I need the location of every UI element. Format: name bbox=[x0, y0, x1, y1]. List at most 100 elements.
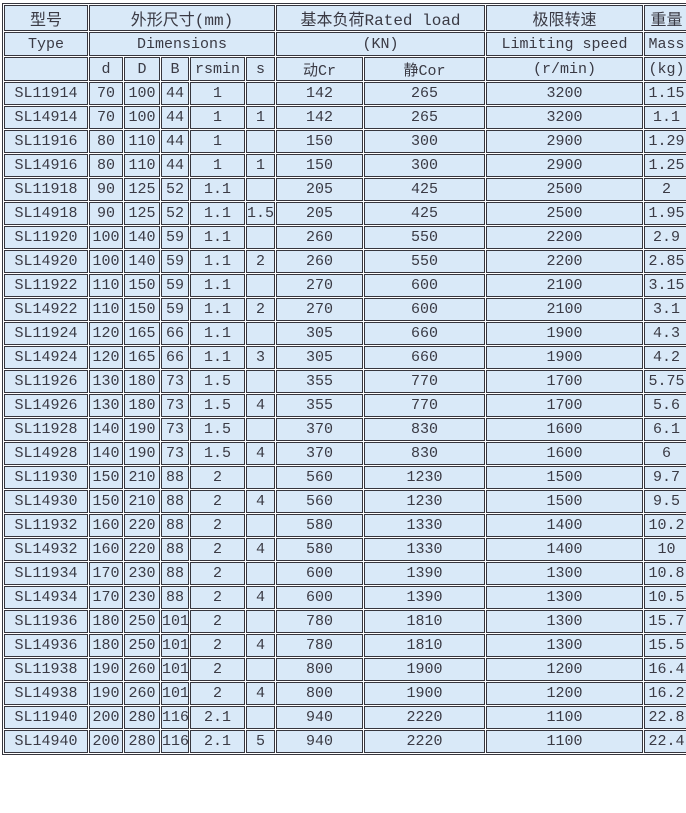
cell-static-load-cor: 425 bbox=[364, 178, 486, 201]
cell-limiting-speed: 1700 bbox=[486, 370, 644, 393]
cell-mass: 10.8 bbox=[644, 562, 686, 585]
cell-d: 90 bbox=[89, 178, 123, 201]
cell-static-load-cor: 1390 bbox=[364, 562, 486, 585]
cell-limiting-speed: 2500 bbox=[486, 202, 644, 225]
cell-s: 1.5 bbox=[246, 202, 276, 225]
cell-D: 180 bbox=[124, 394, 160, 417]
cell-d: 130 bbox=[89, 370, 123, 393]
cell-s bbox=[246, 706, 276, 729]
cell-B: 66 bbox=[161, 346, 189, 369]
cell-s bbox=[246, 274, 276, 297]
cell-B: 44 bbox=[161, 82, 189, 105]
cell-rsmin: 1.1 bbox=[190, 178, 245, 201]
cell-d: 140 bbox=[89, 418, 123, 441]
header-limiting-speed-en: Limiting speed bbox=[486, 32, 644, 56]
cell-B: 88 bbox=[161, 466, 189, 489]
cell-limiting-speed: 1300 bbox=[486, 610, 644, 633]
cell-limiting-speed: 2900 bbox=[486, 130, 644, 153]
table-row: SL11934 170 230 88 2 600 1390 1300 10.8 bbox=[4, 562, 686, 585]
header-col-static-cor: 静Cor bbox=[364, 57, 486, 81]
cell-rsmin: 1.5 bbox=[190, 394, 245, 417]
cell-D: 190 bbox=[124, 418, 160, 441]
header-rated-load-unit: (KN) bbox=[276, 32, 486, 56]
cell-dynamic-load-cr: 780 bbox=[276, 610, 364, 633]
cell-mass: 16.4 bbox=[644, 658, 686, 681]
cell-s: 2 bbox=[246, 298, 276, 321]
header-row-cn: 型号 外形尺寸(mm) 基本负荷Rated load 极限转速 重量 bbox=[4, 5, 686, 31]
cell-D: 150 bbox=[124, 298, 160, 321]
cell-D: 125 bbox=[124, 178, 160, 201]
cell-D: 100 bbox=[124, 106, 160, 129]
cell-mass: 2.85 bbox=[644, 250, 686, 273]
cell-B: 88 bbox=[161, 562, 189, 585]
cell-d: 110 bbox=[89, 274, 123, 297]
cell-static-load-cor: 550 bbox=[364, 226, 486, 249]
cell-static-load-cor: 1810 bbox=[364, 610, 486, 633]
cell-dynamic-load-cr: 205 bbox=[276, 202, 364, 225]
cell-limiting-speed: 1200 bbox=[486, 658, 644, 681]
cell-static-load-cor: 425 bbox=[364, 202, 486, 225]
cell-B: 66 bbox=[161, 322, 189, 345]
cell-mass: 9.7 bbox=[644, 466, 686, 489]
cell-d: 130 bbox=[89, 394, 123, 417]
header-blank bbox=[4, 57, 88, 81]
cell-model: SL11916 bbox=[4, 130, 88, 153]
cell-D: 165 bbox=[124, 346, 160, 369]
cell-B: 59 bbox=[161, 298, 189, 321]
cell-static-load-cor: 1230 bbox=[364, 466, 486, 489]
cell-B: 59 bbox=[161, 250, 189, 273]
cell-s: 4 bbox=[246, 634, 276, 657]
table-row: SL14920 100 140 59 1.1 2 260 550 2200 2.85 bbox=[4, 250, 686, 273]
table-row: SL11914 70 100 44 1 142 265 3200 1.15 bbox=[4, 82, 686, 105]
cell-model: SL11918 bbox=[4, 178, 88, 201]
cell-B: 44 bbox=[161, 154, 189, 177]
cell-B: 88 bbox=[161, 490, 189, 513]
header-mass-cn: 重量 bbox=[644, 5, 686, 31]
cell-limiting-speed: 3200 bbox=[486, 106, 644, 129]
cell-dynamic-load-cr: 940 bbox=[276, 706, 364, 729]
cell-B: 44 bbox=[161, 130, 189, 153]
cell-dynamic-load-cr: 260 bbox=[276, 226, 364, 249]
cell-static-load-cor: 2220 bbox=[364, 706, 486, 729]
cell-model: SL14936 bbox=[4, 634, 88, 657]
cell-static-load-cor: 300 bbox=[364, 154, 486, 177]
cell-rsmin: 1.1 bbox=[190, 202, 245, 225]
cell-d: 190 bbox=[89, 658, 123, 681]
cell-limiting-speed: 1900 bbox=[486, 322, 644, 345]
table-row: SL11918 90 125 52 1.1 205 425 2500 2 bbox=[4, 178, 686, 201]
cell-mass: 3.15 bbox=[644, 274, 686, 297]
table-header: 型号 外形尺寸(mm) 基本负荷Rated load 极限转速 重量 Type … bbox=[4, 5, 686, 81]
cell-limiting-speed: 1300 bbox=[486, 586, 644, 609]
header-row-units: d D B rsmin s 动Cr 静Cor (r/min) (kg) bbox=[4, 57, 686, 81]
cell-rsmin: 1 bbox=[190, 82, 245, 105]
cell-mass: 4.2 bbox=[644, 346, 686, 369]
header-dimensions-cn: 外形尺寸(mm) bbox=[89, 5, 276, 31]
cell-rsmin: 1.5 bbox=[190, 418, 245, 441]
cell-model: SL14940 bbox=[4, 730, 88, 753]
table-body: SL11914 70 100 44 1 142 265 3200 1.15 SL14914 70 10… bbox=[4, 82, 686, 753]
cell-model: SL14932 bbox=[4, 538, 88, 561]
header-col-D: D bbox=[124, 57, 160, 81]
cell-s: 4 bbox=[246, 586, 276, 609]
table-row: SL11936 180 250 101 2 780 1810 1300 15.7 bbox=[4, 610, 686, 633]
header-col-rsmin: rsmin bbox=[190, 57, 245, 81]
cell-D: 150 bbox=[124, 274, 160, 297]
cell-dynamic-load-cr: 305 bbox=[276, 322, 364, 345]
cell-B: 52 bbox=[161, 178, 189, 201]
cell-s: 4 bbox=[246, 490, 276, 513]
cell-s bbox=[246, 226, 276, 249]
cell-static-load-cor: 660 bbox=[364, 322, 486, 345]
cell-d: 200 bbox=[89, 730, 123, 753]
table-row: SL14930 150 210 88 2 4 560 1230 1500 9.5 bbox=[4, 490, 686, 513]
cell-static-load-cor: 265 bbox=[364, 82, 486, 105]
cell-d: 170 bbox=[89, 562, 123, 585]
header-col-s: s bbox=[246, 57, 276, 81]
cell-mass: 10 bbox=[644, 538, 686, 561]
cell-model: SL11922 bbox=[4, 274, 88, 297]
header-mass-en: Mass bbox=[644, 32, 686, 56]
cell-D: 250 bbox=[124, 634, 160, 657]
cell-mass: 22.4 bbox=[644, 730, 686, 753]
cell-rsmin: 2 bbox=[190, 634, 245, 657]
cell-rsmin: 1 bbox=[190, 130, 245, 153]
cell-rsmin: 2.1 bbox=[190, 730, 245, 753]
